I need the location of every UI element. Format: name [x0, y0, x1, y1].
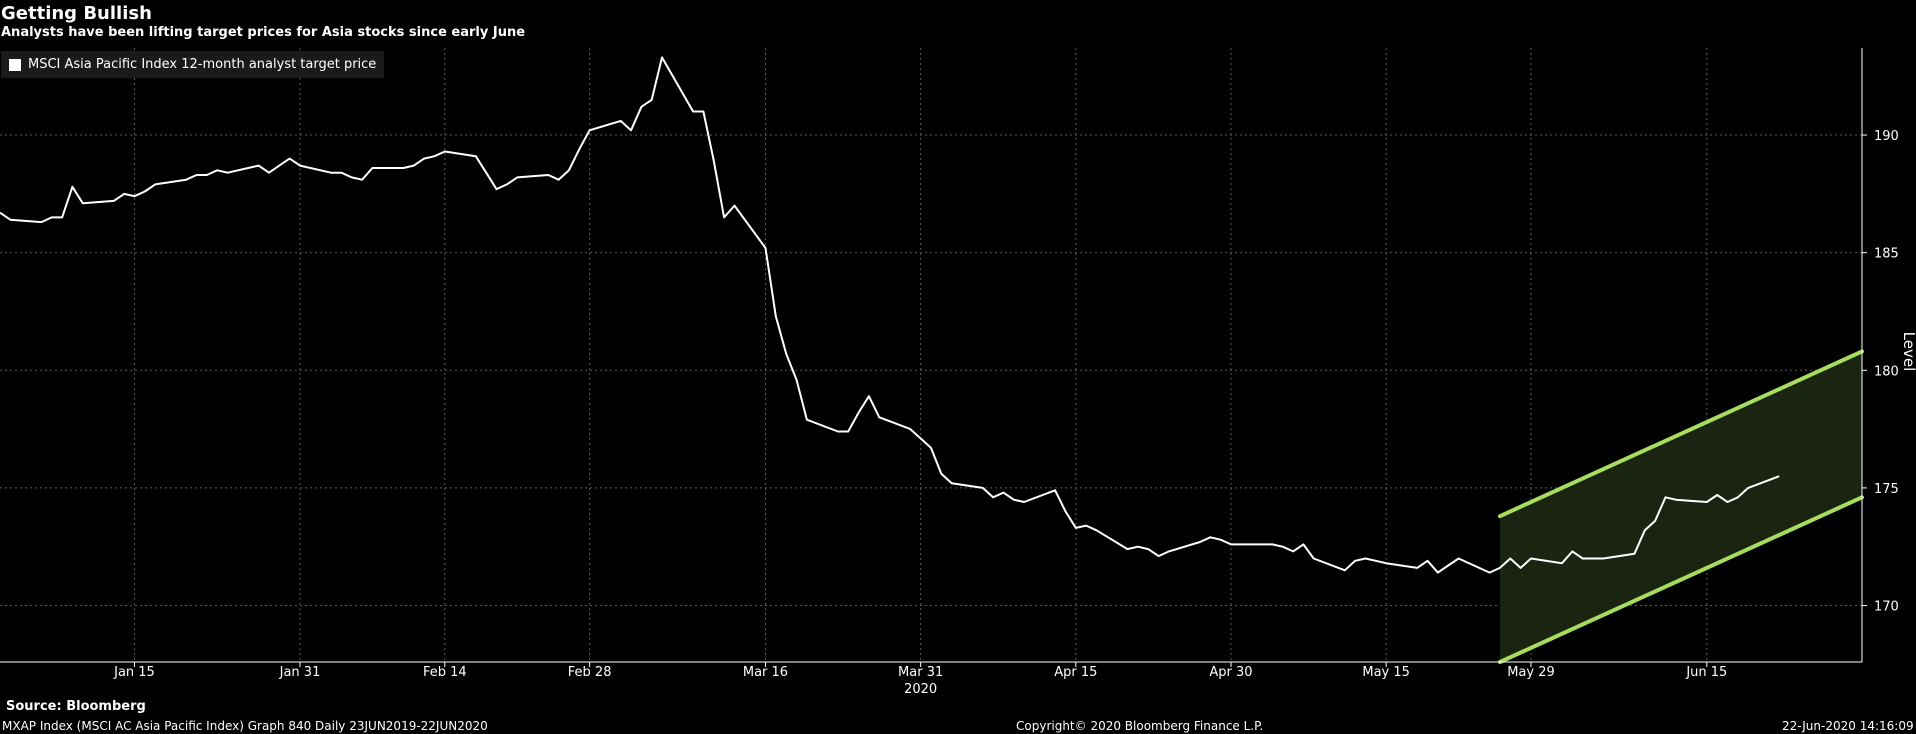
index-meta: MXAP Index (MSCI AC Asia Pacific Index) … [2, 719, 488, 733]
source-note: Source: Bloomberg [6, 699, 146, 714]
x-tick-label: May 29 [1507, 665, 1555, 680]
x-tick-label: Apr 15 [1054, 665, 1097, 680]
x-tick-label: Mar 16 [743, 665, 788, 680]
x-tick-label: Jun 15 [1685, 665, 1727, 680]
channel-lower-line [1497, 495, 1864, 664]
series-line [0, 56, 1780, 574]
x-tick-label: Jan 15 [113, 665, 155, 680]
series-layer [0, 56, 1780, 574]
x-tick-label: Feb 28 [568, 665, 612, 680]
y-tick-label: 185 [1874, 247, 1899, 262]
legend: MSCI Asia Pacific Index 12-month analyst… [1, 51, 385, 78]
legend-label: MSCI Asia Pacific Index 12-month analyst… [28, 57, 377, 72]
x-tick-label: Feb 14 [423, 665, 467, 680]
legend-swatch [9, 58, 21, 71]
y-axis-title: Level [1900, 332, 1916, 372]
x-tick-label: Mar 31 [898, 665, 943, 680]
y-tick-label: 170 [1874, 600, 1899, 615]
x-tick-label: May 15 [1362, 665, 1410, 680]
x-axis-label: 2020 [904, 682, 937, 697]
copyright-notice: Copyright© 2020 Bloomberg Finance L.P. [1016, 719, 1264, 733]
axes: 170 175 180 185 190 Jan 15 Jan 31 Feb 14 Feb 28 M… [0, 48, 1916, 697]
trend-channel [1497, 349, 1864, 664]
x-tick-label: Apr 30 [1209, 665, 1252, 680]
y-tick-label: 180 [1874, 364, 1899, 379]
chart-subtitle: Analysts have been lifting target prices… [1, 25, 526, 40]
x-tick-label: Jan 31 [279, 665, 321, 680]
channel-upper-line [1497, 349, 1864, 519]
channel-fill [1499, 351, 1862, 662]
chart-title: Getting Bullish [1, 3, 152, 24]
y-tick-label: 190 [1874, 129, 1899, 144]
y-tick-label: 175 [1874, 482, 1899, 497]
timestamp: 22-Jun-2020 14:16:09 [1782, 719, 1914, 733]
